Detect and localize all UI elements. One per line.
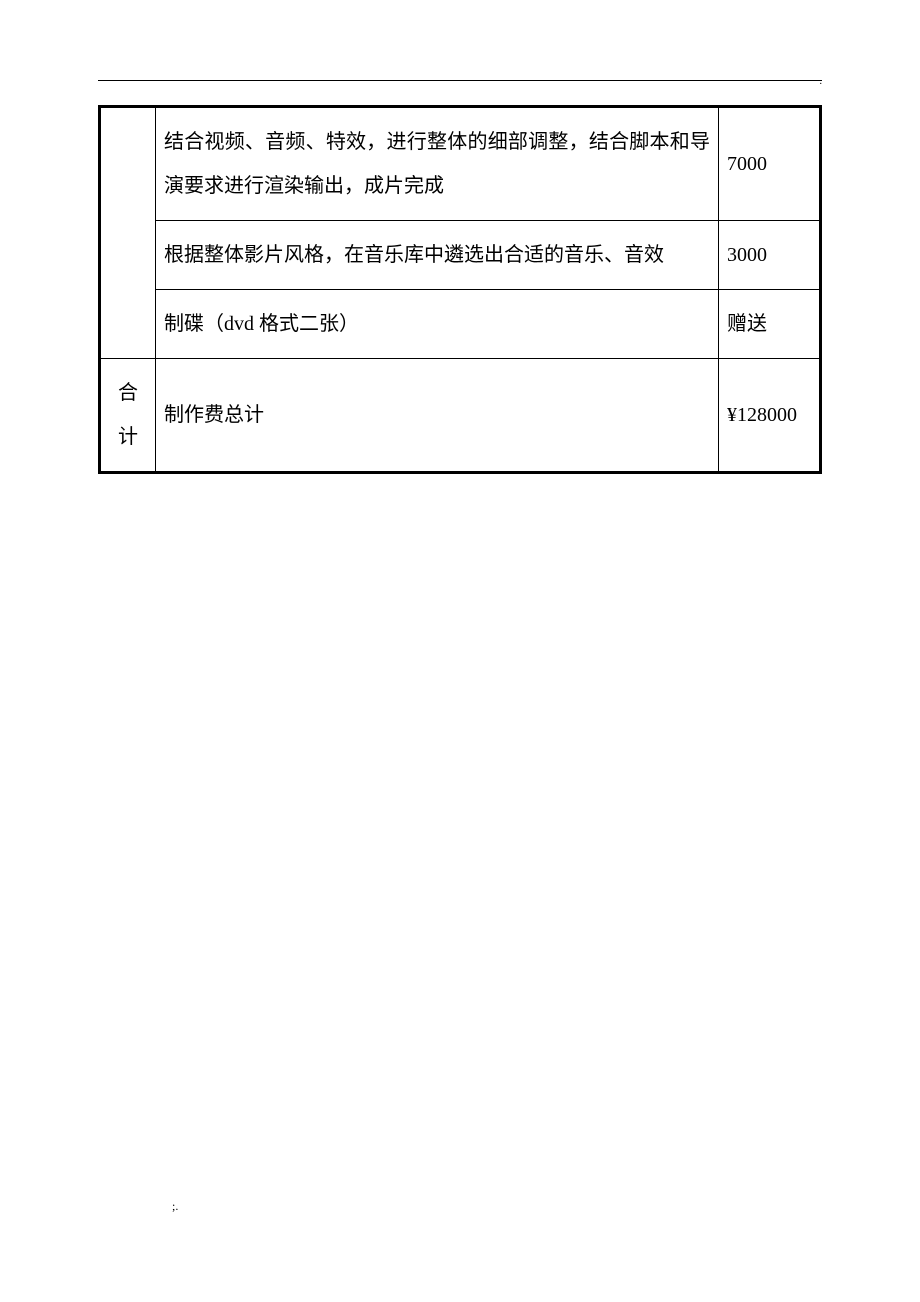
- price-cell: 赠送: [719, 290, 821, 359]
- table-row: 根据整体影片风格，在音乐库中遴选出合适的音乐、音效 3000: [100, 221, 821, 290]
- price-cell: 7000: [719, 107, 821, 221]
- description-cell: 制碟（dvd 格式二张）: [156, 290, 719, 359]
- description-cell: 结合视频、音频、特效，进行整体的细部调整，结合脚本和导演要求进行渲染输出，成片完…: [156, 107, 719, 221]
- table-row: 制碟（dvd 格式二张） 赠送: [100, 290, 821, 359]
- table-row-total: 合计 制作费总计 ¥128000: [100, 359, 821, 473]
- budget-table: 结合视频、音频、特效，进行整体的细部调整，结合脚本和导演要求进行渲染输出，成片完…: [98, 105, 822, 474]
- table-row: 结合视频、音频、特效，进行整体的细部调整，结合脚本和导演要求进行渲染输出，成片完…: [100, 107, 821, 221]
- price-cell: 3000: [719, 221, 821, 290]
- description-cell: 根据整体影片风格，在音乐库中遴选出合适的音乐、音效: [156, 221, 719, 290]
- top-dot-marker: .: [820, 76, 823, 87]
- header-rule-line: [98, 80, 822, 81]
- description-cell-total: 制作费总计: [156, 359, 719, 473]
- category-cell-empty: [100, 107, 156, 359]
- footer-marker: ;.: [172, 1199, 178, 1214]
- category-cell-total: 合计: [100, 359, 156, 473]
- price-cell-total: ¥128000: [719, 359, 821, 473]
- page-container: . 结合视频、音频、特效，进行整体的细部调整，结合脚本和导演要求进行渲染输出，成…: [0, 0, 920, 474]
